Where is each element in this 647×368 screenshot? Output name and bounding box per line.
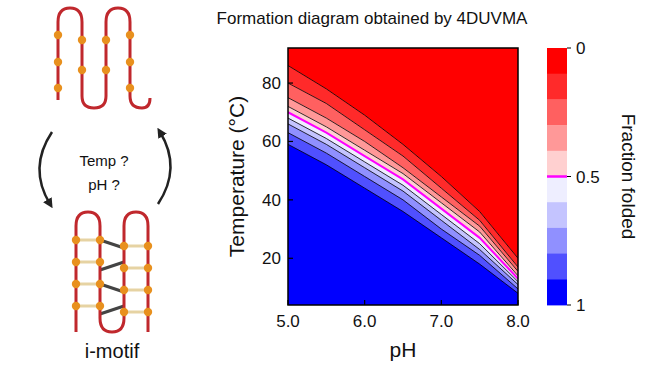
unfolded-strand	[58, 8, 150, 108]
x-axis-title: pH	[390, 338, 417, 361]
nucleotide	[144, 264, 152, 272]
x-tick-label: 5.0	[276, 312, 300, 331]
colorbar-band	[547, 228, 567, 254]
y-tick-label: 80	[262, 74, 281, 93]
x-tick	[364, 300, 365, 305]
nucleotide	[72, 302, 80, 310]
nucleotide	[126, 84, 134, 92]
x-tick-label: 6.0	[353, 312, 377, 331]
nucleotide	[144, 242, 152, 250]
colorbar-band	[547, 74, 567, 100]
arrow-unfold	[158, 132, 171, 204]
y-axis-title: Temperature (°C)	[225, 96, 248, 257]
nucleotide	[102, 66, 110, 74]
nucleotide	[54, 31, 62, 39]
nucleotide	[96, 236, 104, 244]
nucleotide	[120, 286, 128, 294]
colorbar-title: Fraction folded	[618, 114, 639, 240]
contour-line	[288, 98, 518, 272]
nucleotide	[72, 258, 80, 266]
title: Formation diagram obtained by 4DUVMA	[217, 9, 529, 28]
caption: i-motif	[85, 340, 140, 362]
nucleotide	[120, 264, 128, 272]
nucleotide	[54, 58, 62, 66]
colorbar-band	[547, 151, 567, 177]
y-tick	[288, 199, 293, 200]
nucleotide	[78, 66, 86, 74]
colorbar-tick-label: 0.5	[576, 168, 600, 187]
y-tick	[288, 141, 293, 142]
colorbar: 0 0.5 1 Fraction folded	[547, 39, 639, 315]
colorbar-band	[547, 202, 567, 228]
nucleotide	[144, 308, 152, 316]
colorbar-band	[547, 48, 567, 74]
condition-label: pH ?	[88, 176, 120, 193]
colorbar-contour-level	[547, 175, 567, 178]
colorbar-tick	[567, 305, 571, 306]
figure: Temp ? pH ? i-motif Formation diagram obtai…	[0, 0, 647, 368]
nucleotide	[126, 58, 134, 66]
contour-line	[288, 66, 518, 259]
colorbar-tick	[567, 48, 571, 49]
nucleotide	[72, 280, 80, 288]
plot-area	[288, 48, 518, 305]
y-tick	[288, 258, 293, 259]
nucleotide	[72, 236, 80, 244]
nucleotide	[120, 242, 128, 250]
nucleotide	[54, 84, 62, 92]
folded-strand	[76, 212, 148, 332]
x-tick-label: 8.0	[506, 312, 530, 331]
colorbar-tick-label: 1	[576, 296, 585, 315]
nucleotide	[126, 31, 134, 39]
colorbar-band	[547, 99, 567, 125]
colorbar-tick	[567, 176, 571, 177]
x-tick	[287, 300, 288, 305]
diagram: Temp ? pH ? i-motif	[39, 8, 170, 362]
condition-label: Temp ?	[79, 152, 128, 169]
arrow-fold	[39, 132, 52, 204]
colorbar-band	[547, 254, 567, 280]
contour-line	[288, 124, 518, 285]
x-tick	[517, 300, 518, 305]
colorbar-band	[547, 125, 567, 151]
contour-line	[288, 133, 518, 289]
y-tick-label: 20	[262, 249, 281, 268]
nucleotide	[120, 308, 128, 316]
nucleotide	[144, 286, 152, 294]
plot-frame	[288, 48, 518, 305]
contour-line	[288, 112, 518, 278]
nucleotide	[96, 302, 104, 310]
y-tick-label: 40	[262, 191, 281, 210]
x-tick-label: 7.0	[430, 312, 454, 331]
colorbar-tick-label: 0	[576, 39, 585, 58]
x-tick	[441, 300, 442, 305]
nucleotide	[96, 258, 104, 266]
colorbar-band	[547, 177, 567, 203]
y-tick	[288, 82, 293, 83]
colorbar-band	[547, 279, 567, 305]
contour-line	[288, 83, 518, 267]
y-tick-label: 60	[262, 132, 281, 151]
nucleotide	[96, 280, 104, 288]
contour-line	[288, 144, 518, 293]
nucleotide	[78, 36, 86, 44]
nucleotide	[102, 36, 110, 44]
